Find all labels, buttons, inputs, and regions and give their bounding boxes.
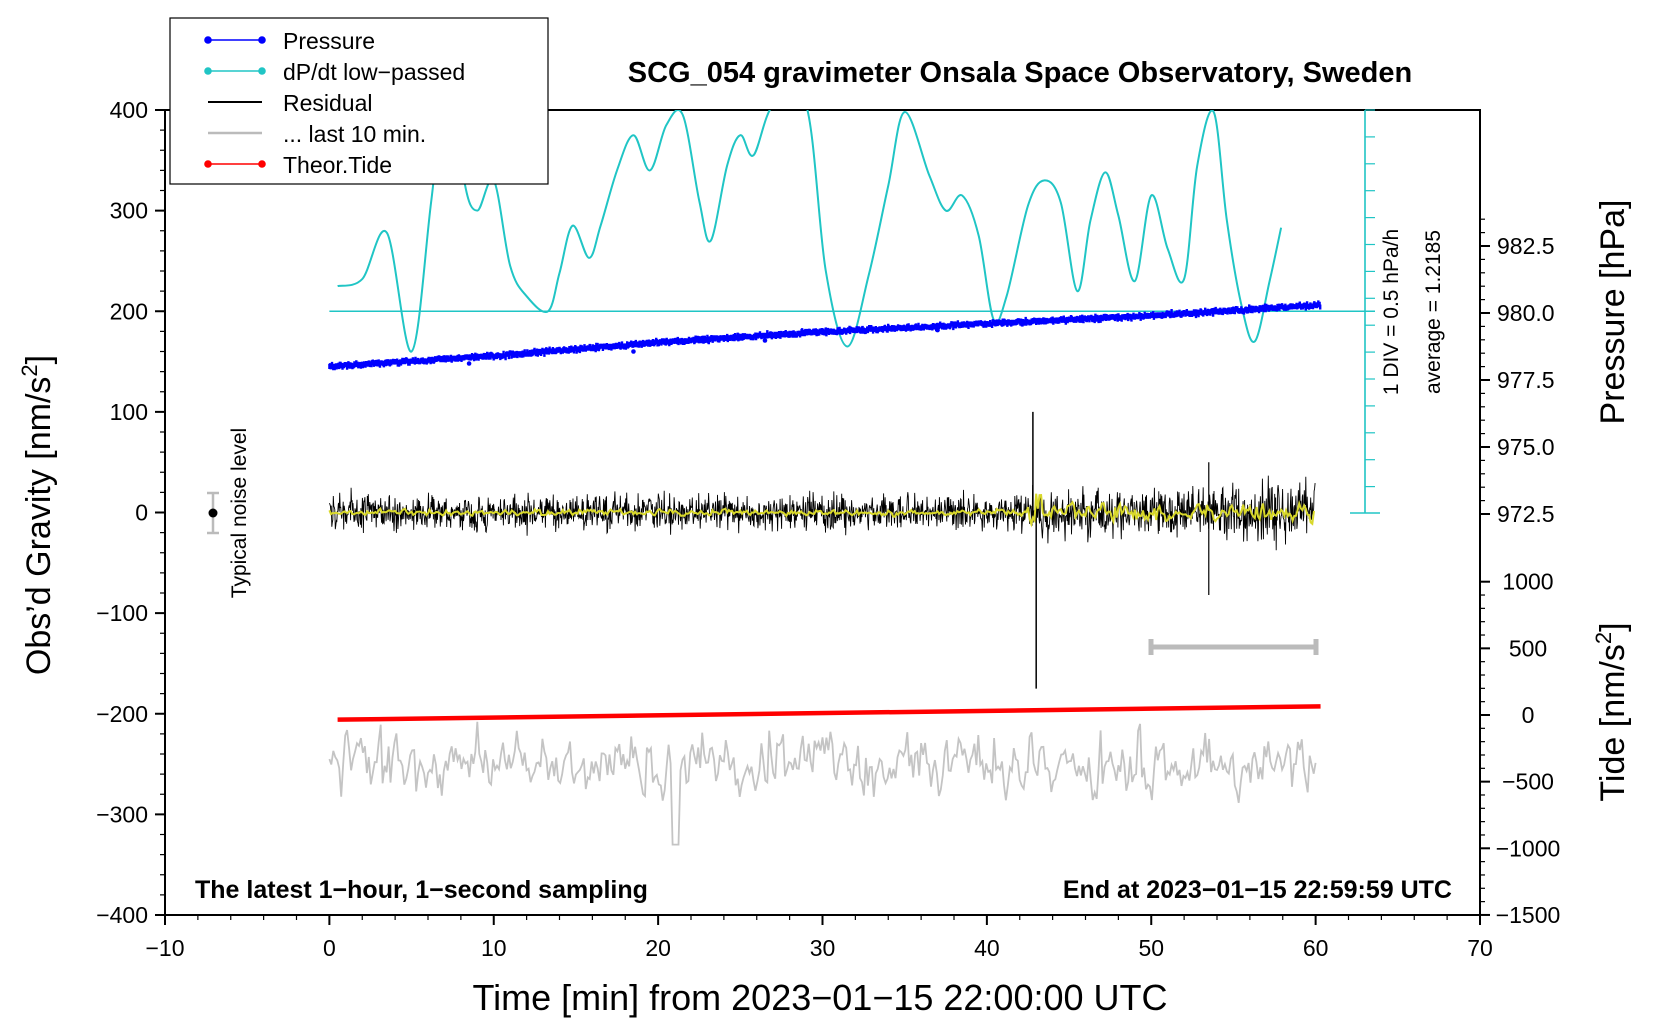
last-10-min-bar <box>1148 639 1319 655</box>
pressure-axis-label: Pressure [hPa] <box>1594 200 1632 425</box>
tide-axis-label: Tide [nm/s2] <box>1591 622 1632 801</box>
footer-left: The latest 1−hour, 1−second sampling <box>195 876 648 904</box>
svg-text:Residual: Residual <box>283 90 373 116</box>
tide-tick-label: −1000 <box>1496 835 1561 861</box>
x-tick-label: 60 <box>1303 935 1329 961</box>
pressure-outlier <box>935 327 940 333</box>
pressure-outlier <box>762 338 768 343</box>
noise-level-marker <box>207 491 219 535</box>
dpdt-line <box>337 110 1283 353</box>
y-tick-label: 400 <box>110 97 148 123</box>
tide-tick-label: 0 <box>1522 702 1535 728</box>
legend-theor-tide: Theor.Tide <box>204 152 392 178</box>
legend-residual: Residual <box>208 90 373 116</box>
y-tick-label: −100 <box>96 600 148 626</box>
x-tick-label: 20 <box>645 935 671 961</box>
tide-tick-label: 1000 <box>1502 569 1553 595</box>
x-axis-label: Time [min] from 2023−01−15 22:00:00 UTC <box>472 977 1167 1018</box>
theor-tide-line <box>337 704 1321 722</box>
x-tick-label: 50 <box>1138 935 1164 961</box>
y-tick-label: 300 <box>110 198 148 224</box>
pressure-tick-label: 980.0 <box>1497 300 1555 326</box>
x-tick-label: 10 <box>481 935 507 961</box>
legend-dpdt: dP/dt low−passed <box>204 59 465 85</box>
y-tick-label: 100 <box>110 399 148 425</box>
data-series <box>328 110 1375 846</box>
residual-line <box>328 475 1316 551</box>
legend-last-10-min: ... last 10 min. <box>208 121 426 147</box>
x-axis-ticks: −10 0 10 20 30 40 50 60 70 <box>145 915 1493 961</box>
residual-lowpass-line <box>328 493 1315 528</box>
y-tick-label: 0 <box>135 500 148 526</box>
left-axis-label: Obs’d Gravity [nm/s2] <box>17 355 58 675</box>
pressure-outlier <box>466 361 472 366</box>
tide-axis-ticks: 1000 500 0 −500 −1000 −1500 <box>1480 569 1560 928</box>
y-tick-label: −200 <box>96 701 148 727</box>
tide-tick-label: −1500 <box>1496 902 1561 928</box>
y-tick-label: −300 <box>96 801 148 827</box>
noise-level-label: Typical noise level <box>228 428 251 598</box>
y-tick-label: −400 <box>96 902 148 928</box>
x-tick-label: −10 <box>145 935 184 961</box>
left-axis-ticks: 400 300 200 100 0 −100 −200 −300 −400 <box>96 97 165 928</box>
legend: Pressure dP/dt low−passed Residual ... l… <box>169 17 549 185</box>
svg-text:Theor.Tide: Theor.Tide <box>283 152 392 178</box>
tide-tick-label: −500 <box>1502 769 1554 795</box>
dpdt-scale-label: 1 DIV = 0.5 hPa/h <box>1380 229 1403 395</box>
pressure-tick-label: 975.0 <box>1497 434 1555 460</box>
svg-text:Pressure: Pressure <box>283 28 375 54</box>
pressure-tick-label: 972.5 <box>1497 501 1555 527</box>
pressure-line <box>328 300 1322 371</box>
average-label: average = 1.2185 <box>1422 230 1445 394</box>
x-tick-label: 70 <box>1467 935 1493 961</box>
last-10-min-line <box>328 721 1317 846</box>
pressure-axis-ticks: 982.5 980.0 977.5 975.0 972.5 <box>1480 218 1555 527</box>
pressure-tick-label: 982.5 <box>1497 233 1555 259</box>
footer-right: End at 2023−01−15 22:59:59 UTC <box>1063 876 1452 904</box>
chart-title: SCG_054 gravimeter Onsala Space Observat… <box>628 57 1412 89</box>
pressure-outlier <box>631 349 636 354</box>
x-tick-label: 0 <box>323 935 336 961</box>
svg-text:... last 10 min.: ... last 10 min. <box>283 121 426 147</box>
x-tick-label: 30 <box>810 935 836 961</box>
y-tick-label: 200 <box>110 298 148 324</box>
x-tick-label: 40 <box>974 935 1000 961</box>
pressure-tick-label: 977.5 <box>1497 367 1555 393</box>
legend-pressure: Pressure <box>204 28 375 54</box>
tide-tick-label: 500 <box>1509 635 1547 661</box>
svg-text:dP/dt low−passed: dP/dt low−passed <box>283 59 465 85</box>
